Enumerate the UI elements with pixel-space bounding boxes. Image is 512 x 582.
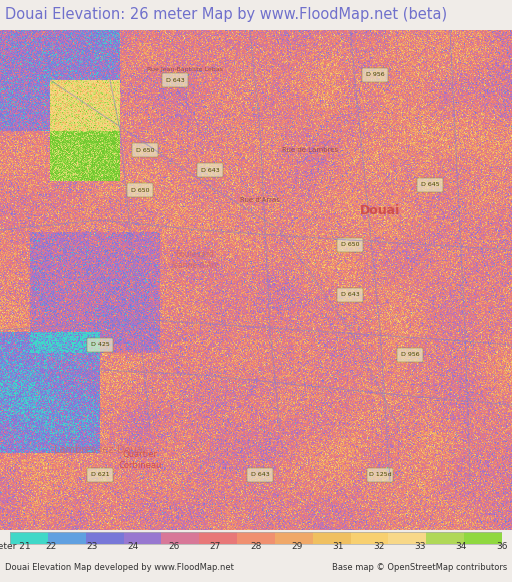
- Bar: [199, 532, 237, 544]
- FancyBboxPatch shape: [87, 468, 113, 482]
- Bar: [237, 532, 275, 544]
- FancyBboxPatch shape: [362, 68, 388, 82]
- FancyBboxPatch shape: [87, 338, 113, 352]
- Text: Quartier
Corbineau: Quartier Corbineau: [118, 450, 162, 470]
- Text: 31: 31: [332, 542, 344, 551]
- Text: Douai: Douai: [360, 204, 400, 217]
- Text: D 643: D 643: [340, 293, 359, 297]
- FancyBboxPatch shape: [247, 468, 273, 482]
- FancyBboxPatch shape: [337, 238, 363, 252]
- Text: Rue Jean-Baptiste Lebas: Rue Jean-Baptiste Lebas: [147, 68, 223, 73]
- Text: D 643: D 643: [251, 473, 269, 477]
- Text: 33: 33: [414, 542, 425, 551]
- FancyBboxPatch shape: [417, 178, 443, 192]
- Text: D 425: D 425: [91, 342, 110, 347]
- Text: 28: 28: [250, 542, 262, 551]
- Text: 27: 27: [209, 542, 221, 551]
- Text: D 956: D 956: [401, 353, 419, 357]
- Bar: [426, 532, 464, 544]
- Bar: [313, 532, 351, 544]
- Text: D 650: D 650: [136, 147, 154, 152]
- Text: D 956: D 956: [366, 73, 385, 77]
- Bar: [86, 532, 124, 544]
- Text: 22: 22: [46, 542, 57, 551]
- Bar: [388, 532, 426, 544]
- Bar: [10, 532, 502, 544]
- Bar: [161, 532, 199, 544]
- Text: 26: 26: [168, 542, 180, 551]
- Text: D 643: D 643: [165, 77, 184, 83]
- Text: Base map © OpenStreetMap contributors: Base map © OpenStreetMap contributors: [332, 562, 507, 572]
- Text: Rue de Lambres: Rue de Lambres: [282, 147, 338, 153]
- Text: Boulevard
Jeanne d'Arc: Boulevard Jeanne d'Arc: [171, 250, 219, 269]
- Text: 34: 34: [455, 542, 466, 551]
- Text: D 650: D 650: [341, 243, 359, 247]
- Bar: [48, 532, 86, 544]
- FancyBboxPatch shape: [132, 143, 158, 157]
- Text: Douai Elevation: 26 meter Map by www.FloodMap.net (beta): Douai Elevation: 26 meter Map by www.Flo…: [5, 8, 447, 23]
- Text: D 645: D 645: [421, 183, 439, 187]
- FancyBboxPatch shape: [162, 73, 188, 87]
- FancyBboxPatch shape: [337, 288, 363, 302]
- Text: meter 21: meter 21: [0, 542, 31, 551]
- FancyBboxPatch shape: [367, 468, 393, 482]
- Text: D 650: D 650: [131, 187, 150, 193]
- Text: 23: 23: [87, 542, 98, 551]
- Text: 36: 36: [496, 542, 507, 551]
- Bar: [275, 532, 313, 544]
- FancyBboxPatch shape: [397, 348, 423, 362]
- Bar: [351, 532, 388, 544]
- FancyBboxPatch shape: [197, 163, 223, 177]
- Bar: [124, 532, 161, 544]
- Text: D 643: D 643: [201, 168, 219, 172]
- Text: D 621: D 621: [91, 473, 110, 477]
- Text: D 125d: D 125d: [369, 473, 391, 477]
- Bar: [464, 532, 502, 544]
- Text: 29: 29: [291, 542, 303, 551]
- Text: 24: 24: [127, 542, 139, 551]
- FancyBboxPatch shape: [127, 183, 153, 197]
- Text: Douai Elevation Map developed by www.FloodMap.net: Douai Elevation Map developed by www.Flo…: [5, 562, 234, 572]
- Text: Lambres-lez-Douai: Lambres-lez-Douai: [54, 445, 146, 455]
- Bar: [10, 532, 48, 544]
- Text: Rue d'Arras: Rue d'Arras: [240, 197, 280, 203]
- Text: 32: 32: [373, 542, 385, 551]
